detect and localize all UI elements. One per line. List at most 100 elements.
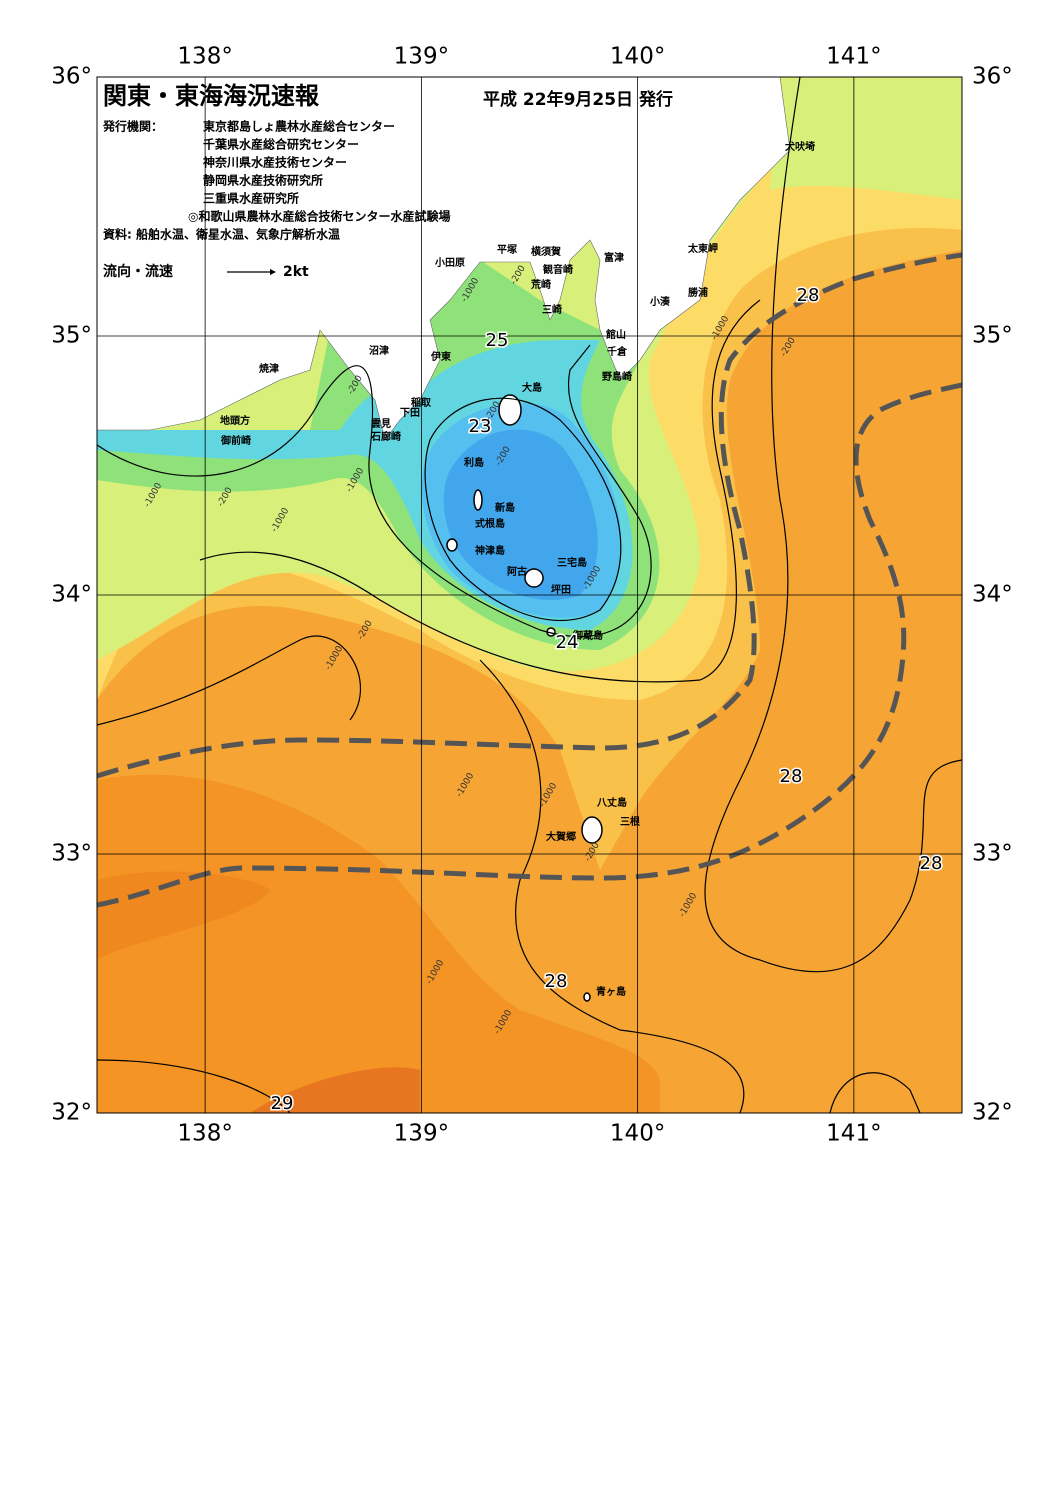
lat-tick-label: 32° <box>972 1100 1013 1126</box>
isotherm-label: 28 <box>545 971 568 992</box>
place-name: 横須賀 <box>531 245 561 258</box>
lat-tick-label: 33° <box>972 841 1013 867</box>
island <box>473 489 483 511</box>
place-name: 三宅島 <box>557 556 587 569</box>
lat-tick-label: 32° <box>51 1100 92 1126</box>
island <box>581 816 603 844</box>
cool-sea <box>770 77 962 200</box>
place-name: 式根島 <box>475 517 505 530</box>
source: 資料: 船舶水温、衛星水温、気象庁解析水温 <box>103 227 340 242</box>
isotherm-label: 29 <box>271 1093 294 1114</box>
isotherm <box>424 397 622 621</box>
place-name: 野島崎 <box>602 370 632 383</box>
lat-tick-label: 34° <box>972 582 1013 608</box>
lat-tick-label: 33° <box>51 841 92 867</box>
lat-tick-label: 35° <box>972 323 1013 349</box>
place-name: 坪田 <box>551 583 571 596</box>
lon-tick-label: 140° <box>610 44 665 70</box>
isotherm-label: 24 <box>556 632 579 653</box>
isotherm <box>704 77 962 973</box>
lon-tick-label: 141° <box>826 44 881 70</box>
place-name: 三根 <box>620 815 640 828</box>
isotherm <box>97 1059 291 1113</box>
place-name: 小湊 <box>649 295 671 308</box>
island <box>498 394 522 426</box>
isotherm <box>479 659 745 1113</box>
place-name: 利島 <box>464 456 484 469</box>
place-name: 伊東 <box>430 350 451 363</box>
place-name: 館山 <box>605 328 626 341</box>
issue-date: 平成 22年9月25日 発行 <box>483 89 673 110</box>
place-name: 御前崎 <box>220 434 251 447</box>
place-name: 地頭方 <box>220 414 250 427</box>
lon-tick-label: 138° <box>177 1121 232 1147</box>
kuroshio-path <box>97 382 962 908</box>
place-name: 神津島 <box>475 544 505 557</box>
land <box>97 77 791 441</box>
place-name: 焼津 <box>259 362 279 375</box>
place-name: 阿古 <box>507 565 527 578</box>
place-name: 観音崎 <box>543 263 573 276</box>
lon-tick-label: 141° <box>826 1121 881 1147</box>
place-name: 青ヶ島 <box>596 985 626 998</box>
current-axis <box>97 252 962 908</box>
warmer-sea <box>97 774 660 1113</box>
place-name: 御蔵島 <box>572 629 603 642</box>
issuer: 静岡県水産技術研究所 <box>203 173 323 188</box>
isotherm-label: 28 <box>920 853 943 874</box>
lat-tick-label: 34° <box>51 582 92 608</box>
isotherm-label: 28 <box>780 766 803 787</box>
lat-tick-label: 36° <box>51 64 92 90</box>
lat-tick-label: 36° <box>972 64 1013 90</box>
place-name: 大島 <box>522 381 542 394</box>
place-name: 勝浦 <box>688 286 708 299</box>
lon-tick-label: 140° <box>610 1121 665 1147</box>
isotherm <box>829 1072 921 1113</box>
place-name: 八丈島 <box>596 796 627 809</box>
place-name: 小田原 <box>434 256 465 269</box>
place-name: 雲見 <box>371 418 391 430</box>
isotherm <box>97 344 652 637</box>
place-name: 犬吠埼 <box>785 140 815 153</box>
isotherm-label: 23 <box>469 416 492 437</box>
place-name: 平塚 <box>497 243 517 256</box>
issuer: 千葉県水産総合研究センター <box>203 137 359 152</box>
isotherm <box>199 299 761 683</box>
place-name: 三崎 <box>542 303 562 316</box>
isotherms <box>97 77 962 1113</box>
kuroshio-path <box>97 252 962 779</box>
header: 関東・東海海況速報 平成 22年9月25日 発行 発行機関： 東京都島しょ農林水… <box>102 82 673 280</box>
place-name: 千倉 <box>607 345 628 358</box>
islands <box>446 394 603 1002</box>
legend-scale: 2kt <box>283 264 309 280</box>
island <box>446 538 458 552</box>
warmest-sea <box>250 1067 420 1113</box>
island <box>583 992 591 1002</box>
place-name: 太東岬 <box>687 242 718 255</box>
title: 関東・東海海況速報 <box>103 82 320 110</box>
place-name: 新島 <box>495 501 515 514</box>
island <box>524 568 544 588</box>
map-frame <box>96 76 963 1114</box>
isotherm-label: 25 <box>486 330 509 351</box>
issuer-label: 発行機関： <box>102 119 163 134</box>
place-name: 沼津 <box>369 344 389 357</box>
issuer: 神奈川県水産技術センター <box>203 155 347 170</box>
isotherm <box>97 635 362 726</box>
legend-label: 流向・流速 <box>103 263 173 280</box>
coldest-sea <box>443 429 598 601</box>
legend-arrowhead <box>270 269 276 275</box>
place-name: 石廊崎 <box>370 430 401 443</box>
issuer: 三重県水産研究所 <box>203 191 299 206</box>
lon-tick-label: 139° <box>394 1121 449 1147</box>
place-name: 稲取 <box>411 396 432 409</box>
issuer: 東京都島しょ農林水産総合センター <box>203 119 395 134</box>
lon-tick-label: 139° <box>394 44 449 70</box>
place-name: 下田 <box>400 407 420 419</box>
lat-tick-label: 35° <box>51 323 92 349</box>
place-name: 大賀郷 <box>546 830 576 843</box>
issuer: ◎和歌山県農林水産総合技術センター水産試験場 <box>188 209 450 224</box>
isotherm-label: 28 <box>797 285 820 306</box>
sea-temperature-map <box>97 77 962 1113</box>
